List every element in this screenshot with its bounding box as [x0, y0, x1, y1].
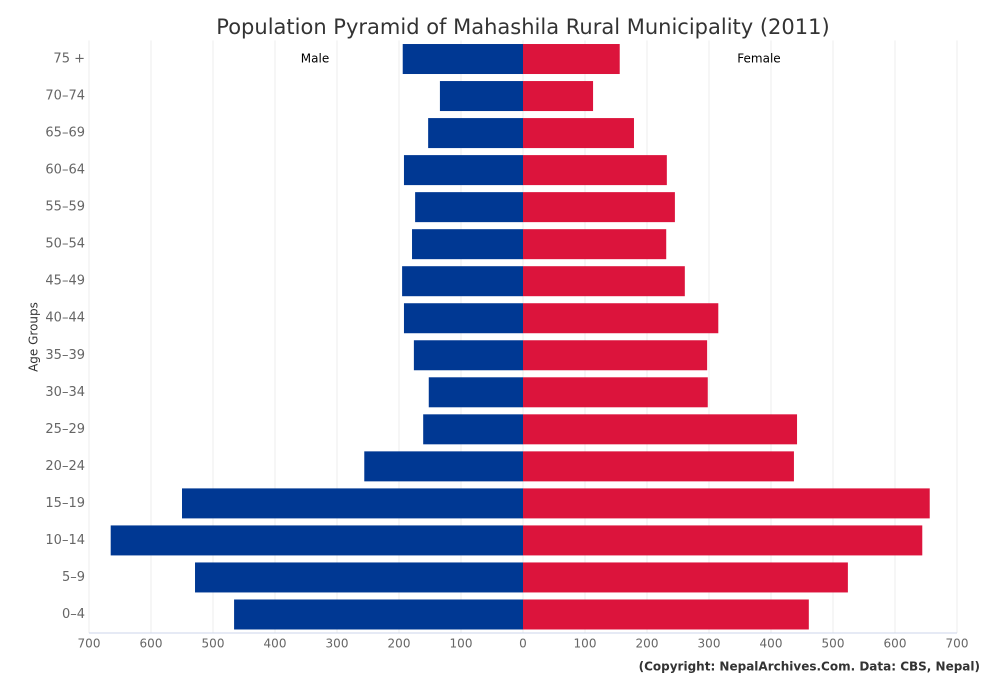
x-tick-label: 700 — [78, 637, 101, 651]
x-tick-label: 200 — [636, 637, 659, 651]
bar — [523, 155, 667, 186]
x-tick-label: 500 — [822, 637, 845, 651]
bar — [110, 525, 523, 556]
legend-label: Female — [737, 52, 780, 66]
x-tick-label: 400 — [760, 637, 783, 651]
x-tick-label: 100 — [574, 637, 597, 651]
bar — [428, 377, 523, 408]
bar — [423, 414, 523, 445]
y-tick-label: 30–34 — [45, 385, 85, 400]
x-tick-label: 600 — [140, 637, 163, 651]
x-tick-label: 700 — [946, 637, 969, 651]
y-tick-label: 50–54 — [45, 237, 85, 252]
bar — [402, 266, 523, 297]
bar — [402, 44, 523, 75]
bar — [523, 599, 809, 630]
y-tick-label: 45–49 — [45, 274, 85, 289]
bar — [523, 81, 594, 112]
bar — [523, 229, 667, 260]
bar — [523, 525, 923, 556]
y-tick-label: 75 + — [53, 52, 85, 67]
bar — [195, 562, 523, 593]
x-tick-label: 100 — [450, 637, 473, 651]
y-tick-label: 60–64 — [45, 163, 85, 178]
bar — [412, 229, 523, 260]
bar — [428, 118, 523, 149]
y-tick-label: 10–14 — [45, 533, 85, 548]
bar — [523, 451, 794, 482]
y-tick-label: 0–4 — [62, 607, 85, 622]
chart-title: Population Pyramid of Mahashila Rural Mu… — [216, 15, 829, 39]
bar — [523, 303, 719, 334]
bar — [415, 192, 523, 223]
y-axis-title: Age Groups — [27, 302, 41, 372]
bar — [413, 340, 523, 371]
y-tick-label: 55–59 — [45, 200, 85, 215]
y-tick-label: 35–39 — [45, 348, 85, 363]
legend-label: Male — [301, 52, 329, 66]
bar — [439, 81, 523, 112]
bar — [523, 414, 798, 445]
y-tick-label: 70–74 — [45, 89, 85, 104]
y-tick-label: 25–29 — [45, 422, 85, 437]
x-tick-label: 600 — [884, 637, 907, 651]
bar — [182, 488, 523, 519]
y-tick-label: 65–69 — [45, 126, 85, 141]
x-tick-label: 400 — [264, 637, 287, 651]
bar — [403, 303, 523, 334]
y-tick-label: 20–24 — [45, 459, 85, 474]
source-note: (Copyright: NepalArchives.Com. Data: CBS… — [639, 660, 980, 674]
bar — [523, 192, 675, 223]
bar — [364, 451, 523, 482]
bar — [403, 155, 523, 186]
x-tick-label: 300 — [326, 637, 349, 651]
bar — [523, 562, 848, 593]
bar — [523, 118, 634, 149]
bar — [523, 377, 708, 408]
bar — [523, 44, 620, 75]
bar — [234, 599, 523, 630]
x-tick-label: 300 — [698, 637, 721, 651]
y-tick-label: 15–19 — [45, 496, 85, 511]
x-tick-label: 500 — [202, 637, 225, 651]
x-tick-label: 0 — [519, 637, 527, 651]
bar — [523, 488, 930, 519]
x-tick-label: 200 — [388, 637, 411, 651]
y-tick-label: 40–44 — [45, 311, 85, 326]
y-tick-label: 5–9 — [62, 570, 85, 585]
bar — [523, 266, 685, 297]
bar — [523, 340, 708, 371]
